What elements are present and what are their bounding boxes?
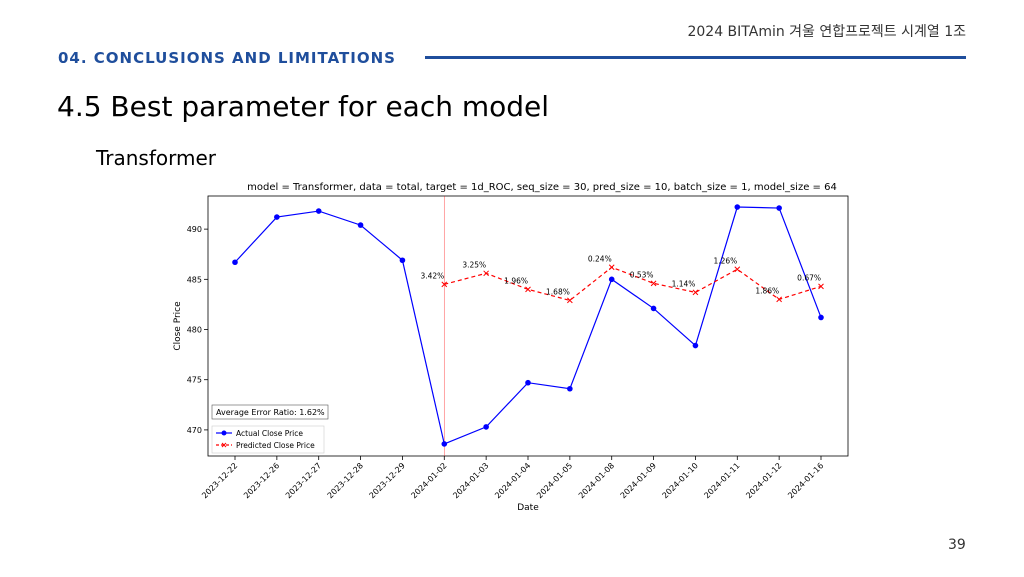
point: [567, 385, 573, 392]
y-tick-label: 480: [187, 326, 202, 335]
chart-bg: [166, 173, 858, 519]
annotation: 1.26%: [713, 256, 737, 265]
point: [525, 379, 531, 386]
point: [692, 289, 699, 296]
point: [692, 342, 699, 349]
section-rule: [425, 56, 966, 59]
text-box: [211, 404, 329, 420]
legend-marker: [221, 442, 227, 448]
annotation: 1.96%: [504, 276, 528, 285]
point: [483, 270, 489, 277]
point: [776, 296, 782, 303]
y-tick-label: 475: [187, 376, 202, 385]
point: [650, 280, 657, 287]
y-axis-label: Close Price: [173, 301, 183, 351]
legend-box: [211, 425, 325, 454]
y-tick-label: 470: [187, 426, 202, 435]
point: [274, 214, 280, 220]
project-label: 2024 BITAmin 겨울 연합프로젝트 시계열 1조: [687, 24, 966, 40]
point: [441, 281, 448, 288]
section-label: 04. CONCLUSIONS AND LIMITATIONS: [58, 49, 396, 67]
y-tick-label: 490: [187, 225, 202, 234]
chart-title: model = Transformer, data = total, targe…: [247, 182, 837, 193]
point: [818, 314, 824, 321]
annotation: 3.25%: [462, 260, 486, 269]
point: [525, 286, 531, 293]
point: [357, 222, 364, 228]
point: [734, 266, 741, 273]
point: [776, 205, 782, 211]
text-box-label: Average Error Ratio: 1.62%: [216, 408, 325, 417]
point: [399, 257, 406, 264]
annotation: 1.86%: [755, 286, 779, 295]
x-axis-label: Date: [517, 503, 539, 513]
annotation: 0.67%: [797, 273, 821, 282]
annotation: 3.42%: [420, 271, 444, 280]
page-number: 39: [948, 537, 966, 553]
legend-label: Predicted Close Price: [236, 441, 315, 450]
point: [232, 259, 238, 266]
series-line: [444, 266, 822, 302]
annotation: 1.68%: [546, 287, 570, 296]
chart: model = Transformer, data = total, targe…: [166, 173, 858, 519]
y-tick-label: 485: [187, 275, 202, 284]
slide-title: 4.5 Best parameter for each model: [57, 90, 550, 123]
legend-marker: [221, 430, 227, 436]
point: [567, 297, 573, 304]
point: [608, 276, 615, 283]
point: [315, 208, 322, 214]
point: [734, 204, 741, 210]
point: [483, 424, 489, 430]
point: [650, 305, 657, 312]
annotation: 0.53%: [630, 270, 654, 279]
point: [818, 283, 824, 290]
annotation: 0.24%: [588, 254, 612, 263]
model-subtitle: Transformer: [96, 146, 217, 170]
legend-label: Actual Close Price: [236, 429, 303, 438]
point: [608, 264, 615, 271]
annotation: 1.14%: [672, 279, 696, 288]
point: [441, 441, 448, 447]
